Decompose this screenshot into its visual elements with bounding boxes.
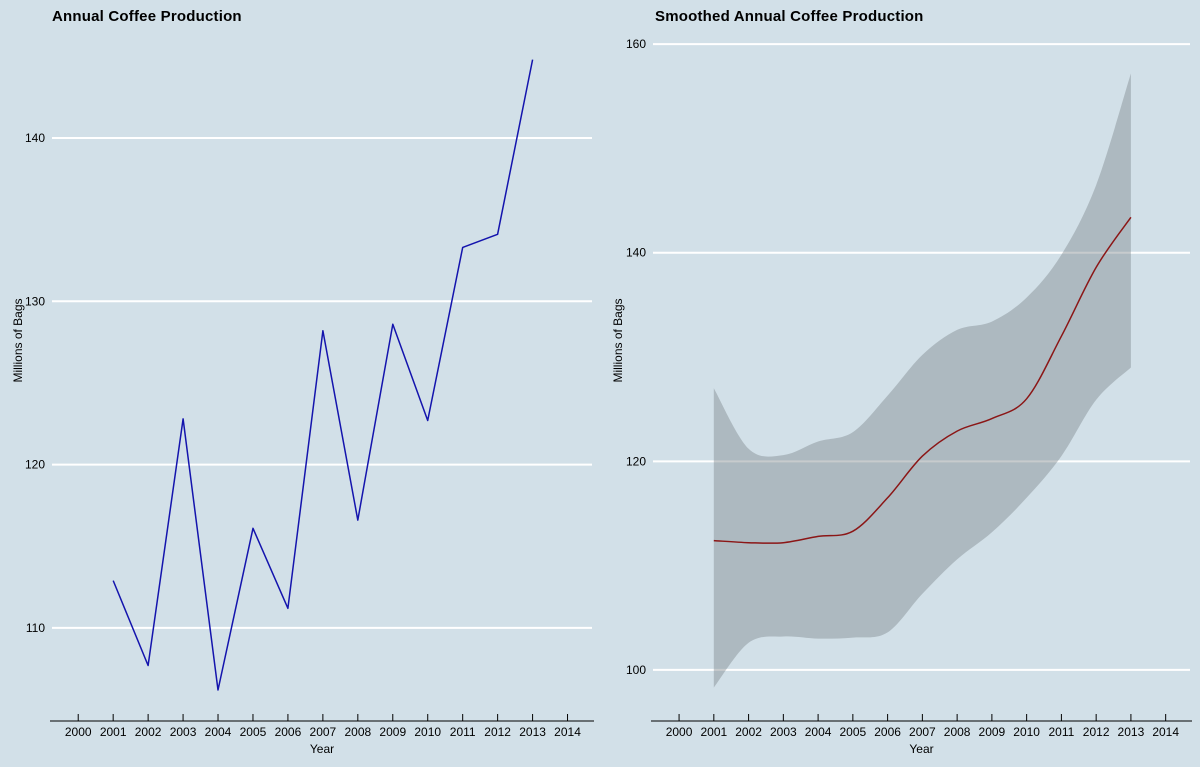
- y-tick-label: 140: [626, 246, 646, 260]
- x-tick-label: 2005: [840, 725, 867, 739]
- x-tick-label: 2000: [65, 725, 92, 739]
- y-tick-label: 120: [25, 458, 45, 472]
- x-tick-label: 2014: [554, 725, 581, 739]
- x-tick-label: 2009: [379, 725, 406, 739]
- x-tick-label: 2013: [1118, 725, 1145, 739]
- right-chart-panel: Smoothed Annual Coffee Production 100 120…: [600, 0, 1200, 767]
- y-tick-label: 100: [626, 663, 646, 677]
- x-tick-label: 2002: [135, 725, 162, 739]
- x-tick-label: 2006: [275, 725, 302, 739]
- x-tick-label: 2006: [874, 725, 901, 739]
- left-chart-title: Annual Coffee Production: [52, 8, 242, 25]
- smoothed-fit-line: [713, 216, 1132, 544]
- y-axis-title: Millions of Bags: [11, 298, 25, 382]
- x-tick-label: 2013: [519, 725, 546, 739]
- x-tick-label: 2008: [344, 725, 371, 739]
- x-tick-label: 2014: [1152, 725, 1179, 739]
- x-axis-title: Year: [310, 742, 334, 756]
- x-tick-label: 2008: [944, 725, 971, 739]
- annual-production-line: [112, 59, 534, 691]
- x-tick-label: 2005: [240, 725, 267, 739]
- x-tick-label: 2012: [484, 725, 511, 739]
- x-tick-label: 2007: [909, 725, 936, 739]
- x-tick-label: 2004: [805, 725, 832, 739]
- x-tick-label: 2001: [700, 725, 727, 739]
- x-tick-label: 2010: [1013, 725, 1040, 739]
- y-tick-label: 140: [25, 131, 45, 145]
- x-tick-label: 2011: [1048, 725, 1074, 739]
- x-tick-label: 2007: [310, 725, 337, 739]
- right-chart-title: Smoothed Annual Coffee Production: [655, 8, 924, 25]
- x-tick-label: 2003: [170, 725, 197, 739]
- x-tick-label: 2011: [450, 725, 476, 739]
- x-tick-label: 2009: [979, 725, 1006, 739]
- y-tick-label: 120: [626, 454, 646, 468]
- confidence-band: [713, 73, 1131, 688]
- left-chart-panel: Annual Coffee Production 110 120 130 140 200…: [11, 8, 594, 756]
- x-tick-label: 2003: [770, 725, 797, 739]
- x-tick-label: 2001: [100, 725, 127, 739]
- y-tick-label: 130: [25, 294, 45, 308]
- y-tick-label: 160: [626, 37, 646, 51]
- x-tick-label: 2002: [735, 725, 762, 739]
- x-tick-label: 2010: [414, 725, 441, 739]
- right-chart-plot: 100 120 140 160 2000 2001 2002 2003 2004 2005 2006…: [611, 37, 1192, 756]
- left-chart-plot: 110 120 130 140 2000 2001 2002 2003 2004 2005 2006…: [11, 59, 594, 756]
- x-tick-label: 2004: [205, 725, 232, 739]
- y-axis-title: Millions of Bags: [611, 298, 625, 382]
- x-tick-label: 2012: [1083, 725, 1110, 739]
- x-axis-title: Year: [909, 742, 933, 756]
- y-tick-label: 110: [26, 621, 45, 635]
- x-tick-label: 2000: [666, 725, 693, 739]
